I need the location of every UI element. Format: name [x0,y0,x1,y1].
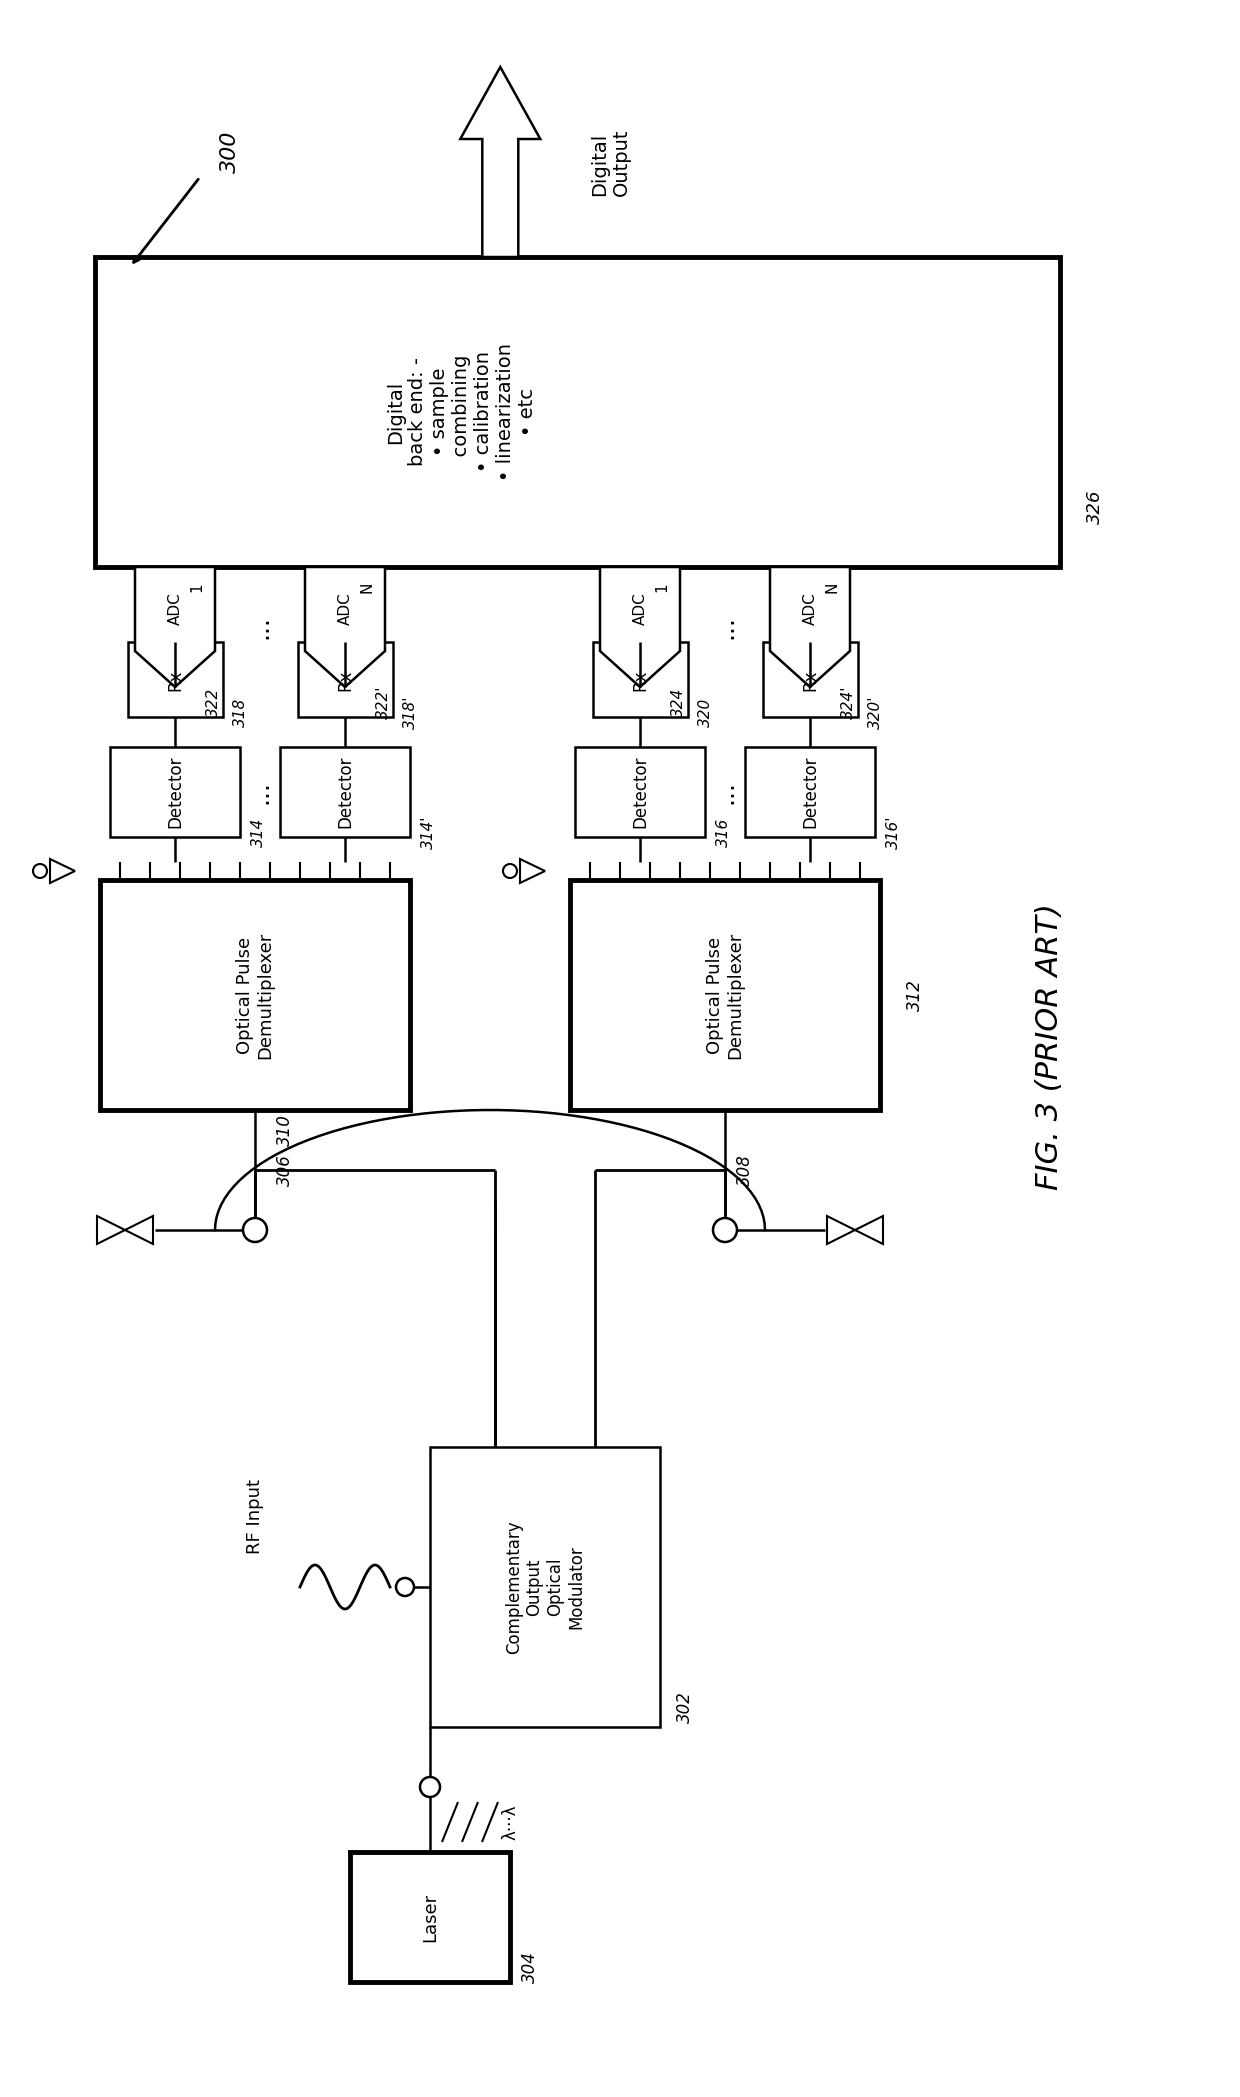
Text: 316: 316 [715,818,730,847]
Text: Detector: Detector [801,755,818,828]
Text: 310: 310 [277,1114,294,1145]
Bar [95,258,1060,566]
Bar [593,642,688,717]
Text: Rx: Rx [631,669,649,690]
Text: Complementary
Output
Optical
Modulator: Complementary Output Optical Modulator [505,1520,585,1655]
Text: Rx: Rx [336,669,353,690]
Bar [100,881,410,1109]
Polygon shape [770,566,849,688]
Bar [350,1852,510,1982]
Circle shape [33,864,47,879]
Circle shape [503,864,517,879]
Polygon shape [600,566,680,688]
Circle shape [420,1776,440,1797]
Text: Optical Pulse
Demultiplexer: Optical Pulse Demultiplexer [236,931,274,1059]
Text: 316': 316' [885,816,900,849]
Text: Digital
Output: Digital Output [590,128,631,195]
Text: RF Input: RF Input [246,1480,264,1554]
Bar [430,1447,660,1728]
Circle shape [713,1218,737,1241]
Bar [570,881,880,1109]
Text: 312: 312 [906,979,924,1011]
Text: 324': 324' [841,686,856,719]
Text: 1: 1 [655,583,670,591]
Polygon shape [135,566,215,688]
Polygon shape [305,566,384,688]
Circle shape [243,1218,267,1241]
Text: Digital
back end: -
• sample
  combining
• calibration
• linearization
• etc: Digital back end: - • sample combining •… [386,344,537,480]
Text: 322': 322' [376,686,391,719]
Text: 306: 306 [277,1153,294,1187]
Text: Rx: Rx [801,669,818,690]
Text: 300: 300 [219,130,241,174]
Text: FIG. 3 (PRIOR ART): FIG. 3 (PRIOR ART) [1035,904,1064,1191]
Text: ...: ... [248,780,272,803]
Text: ADC: ADC [167,593,182,625]
Polygon shape [520,860,546,883]
Text: ...: ... [713,614,737,640]
Text: 324: 324 [671,688,686,717]
Polygon shape [50,860,74,883]
Text: ADC: ADC [632,593,647,625]
Text: 318: 318 [233,698,248,728]
Text: 1: 1 [190,583,205,591]
Text: 320: 320 [697,698,713,728]
Text: ...: ... [713,780,737,803]
Text: ...: ... [248,614,272,640]
Text: 314: 314 [250,818,265,847]
Bar [575,747,706,837]
Text: 322: 322 [206,688,221,717]
Bar [280,747,410,837]
Bar [110,747,241,837]
Bar [763,642,858,717]
Bar [128,642,223,717]
Text: ADC: ADC [802,593,817,625]
Text: N: N [825,581,839,593]
Text: Detector: Detector [631,755,649,828]
Text: 326: 326 [1086,491,1104,524]
Text: N: N [360,581,374,593]
Text: λ···λ: λ···λ [501,1803,520,1839]
Polygon shape [460,67,541,258]
Text: Optical Pulse
Demultiplexer: Optical Pulse Demultiplexer [706,931,744,1059]
Text: ADC: ADC [337,593,352,625]
Circle shape [396,1579,414,1596]
Text: 320': 320' [868,696,883,730]
Text: 318': 318' [403,696,418,730]
Text: Rx: Rx [166,669,184,690]
Text: Detector: Detector [166,755,184,828]
Bar [745,747,875,837]
Text: 304: 304 [521,1950,539,1984]
Text: Detector: Detector [336,755,353,828]
Text: 302: 302 [676,1690,694,1724]
Bar [298,642,393,717]
Text: 308: 308 [737,1153,754,1187]
Text: 314': 314' [420,816,435,849]
Text: Laser: Laser [422,1891,439,1942]
